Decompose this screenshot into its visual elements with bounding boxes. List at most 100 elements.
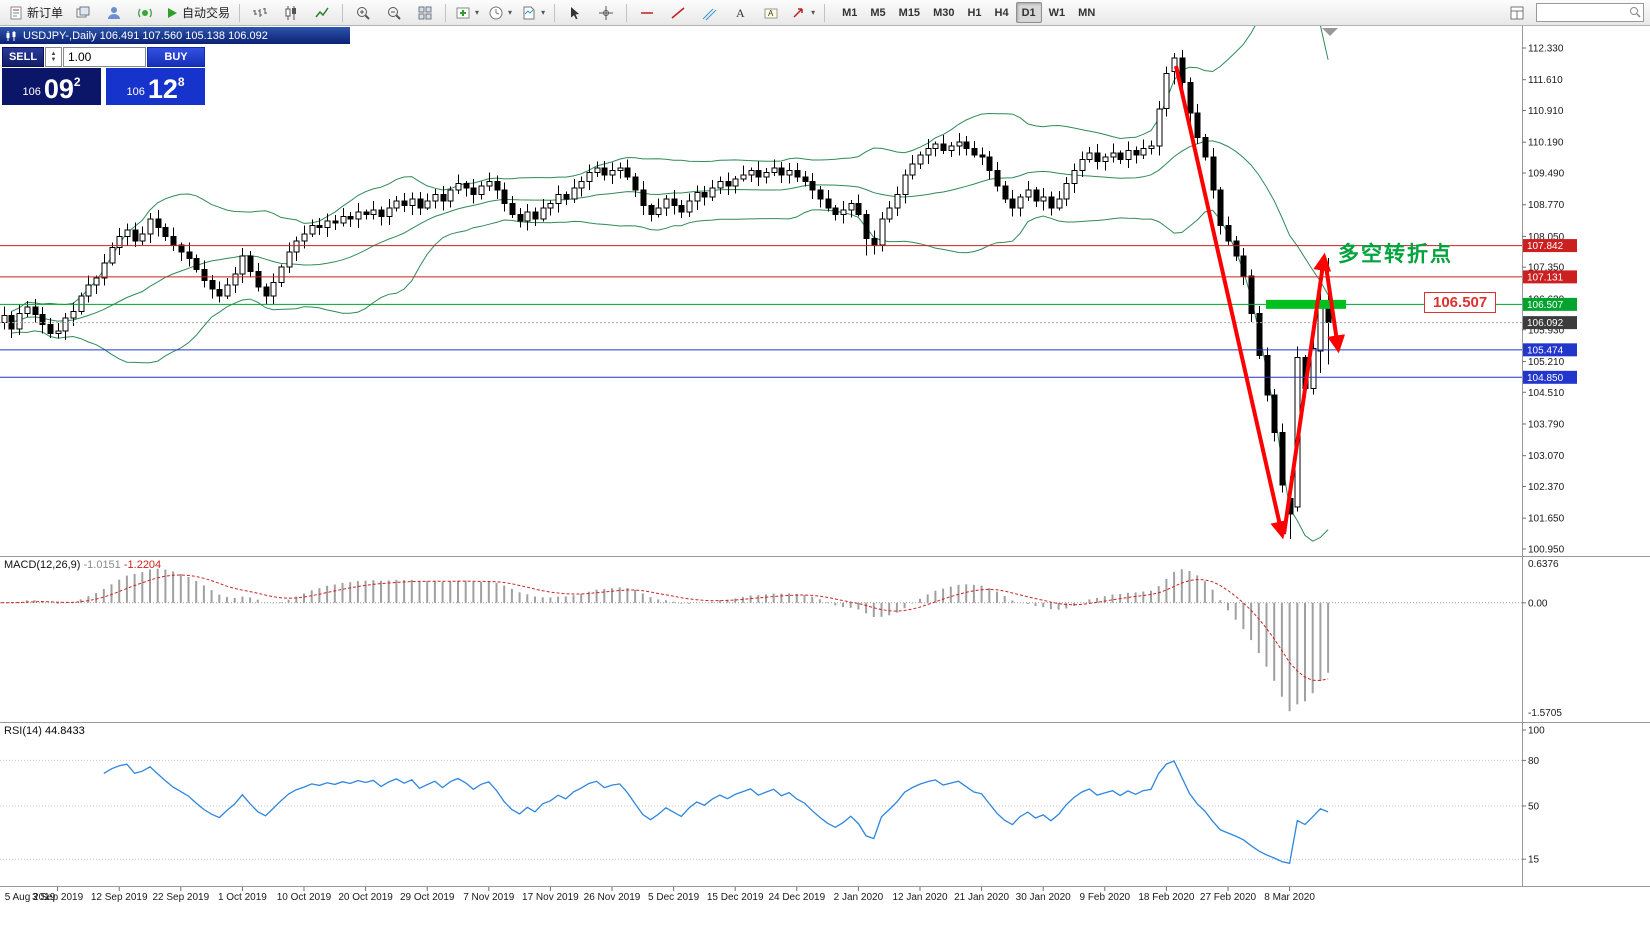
green-level-box [1266, 299, 1346, 309]
timeframe-button-D1[interactable]: D1 [1015, 2, 1042, 23]
level-price-label[interactable]: 106.507 [1424, 292, 1497, 313]
profile-icon [108, 6, 121, 19]
timeframe-button-H4[interactable]: H4 [994, 6, 1009, 19]
chart-title-bar[interactable]: USDJPY-,Daily 106.491 107.560 105.138 10… [0, 27, 350, 44]
auto-trading-button[interactable]: 自动交易 [161, 1, 234, 25]
macd-indicator-label: MACD(12,26,9) -1.0151 -1.2204 [4, 559, 161, 571]
svg-text:20 Oct 2019: 20 Oct 2019 [338, 892, 393, 903]
line-chart-icon [315, 7, 329, 17]
svg-text:29 Oct 2019: 29 Oct 2019 [400, 892, 455, 903]
timeframe-button-M30[interactable]: M30 [933, 6, 955, 19]
timeframe-group: M1 M5 M15 M30 H1 H4 D1 W1 MN [836, 2, 1101, 23]
svg-text:A: A [768, 9, 774, 18]
volume-input[interactable] [63, 47, 146, 67]
new-order-button[interactable]: 新订单 [4, 1, 67, 25]
tile-windows-icon [418, 6, 432, 19]
channel-button[interactable] [694, 1, 724, 25]
svg-text:100: 100 [1528, 726, 1545, 737]
svg-text:27 Feb 2020: 27 Feb 2020 [1200, 892, 1257, 903]
toolbar-separator [342, 3, 344, 22]
chart-window: 112.330 111.610 110.910 110.190 109.490 108.7… [0, 26, 1650, 951]
rsi-line [103, 760, 1329, 865]
zoom-out-icon [388, 6, 401, 20]
text-tool-icon: A [736, 6, 745, 20]
timeframe-button-M15[interactable]: M15 [898, 6, 921, 19]
toolbar-separator [824, 3, 826, 22]
windows-cascade-button[interactable] [68, 1, 98, 25]
macd-signal-line [0, 574, 1329, 682]
sell-button[interactable]: SELL [2, 47, 44, 67]
symbol-search [1536, 3, 1644, 23]
toolbar-separator [445, 3, 447, 22]
templates-button[interactable]: ▾ [517, 1, 549, 25]
trend-arrow [1282, 252, 1332, 535]
tile-windows-button[interactable] [410, 1, 440, 25]
profile-button[interactable] [99, 1, 129, 25]
svg-text:5 Aug 2019: 5 Aug 2019 [5, 892, 56, 903]
svg-text:18 Feb 2020: 18 Feb 2020 [1138, 892, 1195, 903]
svg-text:105.474: 105.474 [1527, 345, 1564, 356]
svg-text:112.330: 112.330 [1528, 44, 1564, 55]
indicators-icon [456, 7, 470, 18]
toolbar-separator [554, 3, 556, 22]
chart-title-text: USDJPY-,Daily 106.491 107.560 105.138 10… [23, 29, 268, 42]
svg-text:106.092: 106.092 [1527, 318, 1564, 329]
zoom-in-button[interactable] [348, 1, 378, 25]
timeframe-button-W1[interactable]: W1 [1048, 6, 1066, 19]
stepper-up-icon[interactable]: ▲ [50, 51, 57, 57]
indicators-button[interactable]: ▾ [451, 1, 483, 25]
macd-main-value: -1.0151 [83, 559, 121, 571]
svg-text:26 Nov 2019: 26 Nov 2019 [584, 892, 641, 903]
line-chart-button[interactable] [307, 1, 337, 25]
svg-text:0.6376: 0.6376 [1528, 559, 1559, 570]
sell-price-pips: 09 [43, 74, 74, 104]
community-button[interactable] [130, 1, 160, 25]
turning-point-annotation[interactable]: 多空转折点 [1338, 243, 1453, 266]
svg-text:108.770: 108.770 [1528, 200, 1565, 211]
svg-text:102.370: 102.370 [1528, 482, 1565, 493]
market-watch-icon [1510, 6, 1524, 19]
timeframe-button-H1[interactable]: H1 [967, 6, 982, 19]
sell-price-point: 2 [73, 75, 81, 89]
svg-text:108.050: 108.050 [1528, 232, 1565, 243]
bar-chart-button[interactable] [245, 1, 275, 25]
svg-text:107.842: 107.842 [1527, 241, 1564, 252]
sell-price-box[interactable]: 106 09 2 [2, 68, 101, 105]
candlestick-chart-button[interactable] [276, 1, 306, 25]
trendline-button[interactable] [663, 1, 693, 25]
crosshair-icon [599, 5, 614, 20]
chart-canvas[interactable]: 112.330 111.610 110.910 110.190 109.490 108.7… [0, 26, 1650, 951]
text-tool-button[interactable]: A [725, 1, 755, 25]
arrows-tool-button[interactable]: ▾ [787, 1, 819, 25]
market-watch-button[interactable] [1502, 1, 1532, 25]
svg-text:15 Dec 2019: 15 Dec 2019 [707, 892, 764, 903]
crosshair-button[interactable] [591, 1, 621, 25]
svg-text:A: A [736, 6, 745, 20]
svg-text:-1.5705: -1.5705 [1528, 708, 1562, 719]
timeframe-button-M5[interactable]: M5 [870, 6, 886, 19]
chart-shift-marker [1322, 28, 1338, 36]
stepper-down-icon[interactable]: ▼ [50, 57, 57, 63]
cursor-button[interactable] [560, 1, 590, 25]
horizontal-line-button[interactable] [632, 1, 662, 25]
text-label-button[interactable]: A [756, 1, 786, 25]
buy-price-box[interactable]: 106 12 8 [106, 68, 205, 105]
timeframe-button-M1[interactable]: M1 [842, 6, 858, 19]
svg-text:24 Dec 2019: 24 Dec 2019 [768, 892, 825, 903]
trend-arrow [1324, 265, 1346, 354]
search-input[interactable] [1536, 3, 1644, 23]
svg-text:2 Jan 2020: 2 Jan 2020 [834, 892, 884, 903]
timeframe-button-MN[interactable]: MN [1078, 6, 1096, 19]
rsi-indicator-label: RSI(14) 44.8433 [4, 725, 85, 737]
buy-button[interactable]: BUY [147, 47, 205, 67]
svg-text:80: 80 [1528, 756, 1540, 767]
svg-text:103.790: 103.790 [1528, 419, 1565, 430]
zoom-out-button[interactable] [379, 1, 409, 25]
macd-histogram [2, 568, 1330, 712]
periods-icon [489, 6, 503, 19]
volume-stepper[interactable]: ▲ ▼ [45, 47, 62, 67]
periods-button[interactable]: ▾ [484, 1, 516, 25]
toolbar-separator [626, 3, 628, 22]
search-icon [1630, 6, 1641, 18]
